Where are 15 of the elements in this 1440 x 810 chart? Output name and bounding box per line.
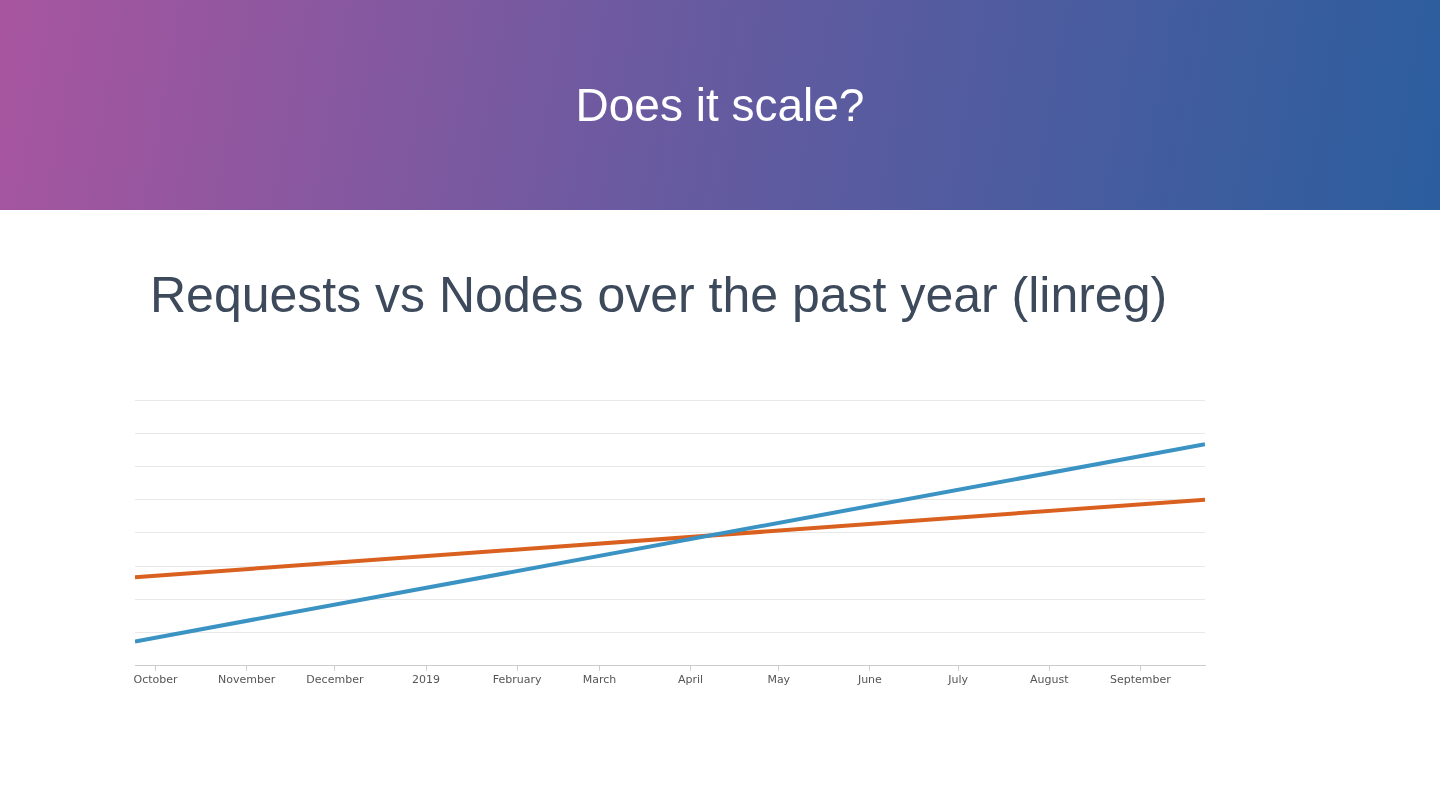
x-tick-label: July — [947, 673, 969, 687]
x-tick-label: February — [492, 673, 542, 687]
x-tick-label: October — [133, 673, 179, 687]
x-tick-label: March — [582, 673, 617, 687]
chart-title: Does it scale? — [574, 78, 866, 132]
x-tick-label: November — [218, 673, 276, 687]
x-tick-label: June — [856, 673, 883, 687]
x-tick-label: 2019 — [412, 673, 441, 687]
x-tick-label: April — [678, 673, 704, 687]
x-tick-label: September — [1109, 673, 1172, 687]
x-tick-label: December — [306, 673, 364, 687]
header-banner: Does it scale? — [0, 0, 1440, 210]
chart-subtitle: Requests vs Nodes over the past year (linreg) — [150, 266, 1168, 324]
x-tick-label: August — [1029, 673, 1070, 687]
x-tick-label: May — [767, 673, 791, 687]
